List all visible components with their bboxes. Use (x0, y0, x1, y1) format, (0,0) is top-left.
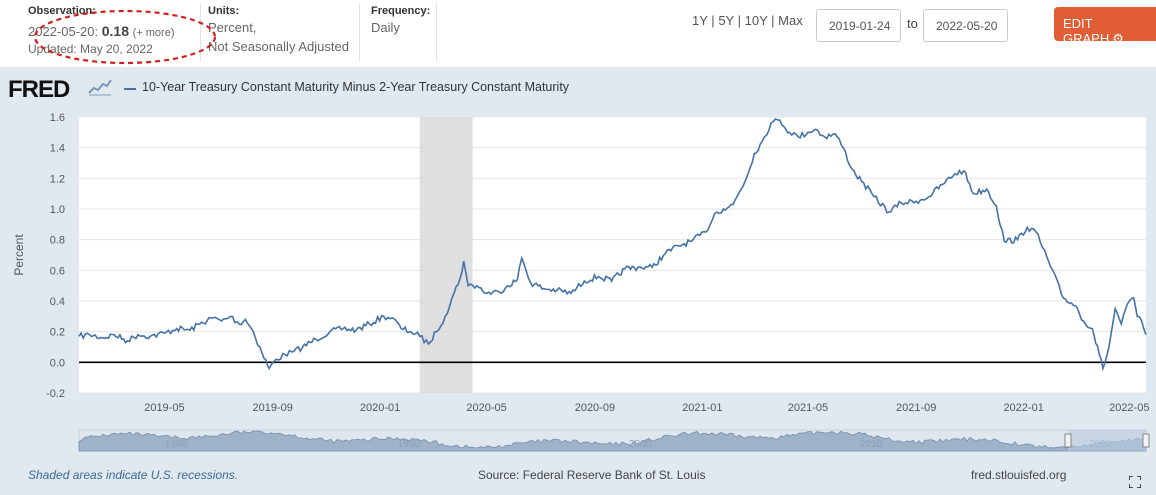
navigator-window (1068, 430, 1146, 451)
y-tick-label: 0.8 (50, 235, 65, 247)
x-tick-label: 2020-05 (466, 402, 506, 414)
navigator-series (78, 430, 1147, 452)
start-date-input[interactable]: 2019-01-24 (816, 9, 901, 42)
divider (200, 4, 201, 62)
x-tick-label: 2020-01 (360, 402, 400, 414)
y-tick-label: 1.2 (50, 173, 65, 185)
x-tick-label: 2019-05 (144, 402, 184, 414)
navigator-label: 2000 (629, 439, 652, 450)
y-tick-label: 1.6 (50, 112, 65, 124)
recession-note: Shaded areas indicate U.S. recessions. (28, 468, 239, 482)
navigator-handle[interactable] (1142, 433, 1150, 448)
observation-more-link[interactable]: (+ more) (132, 27, 175, 39)
fred-logo[interactable]: FRED (8, 76, 70, 103)
units-label: Units: (208, 5, 240, 17)
gear-icon: ⚙ (1112, 31, 1124, 46)
units-value-line2: Not Seasonally Adjusted (208, 39, 349, 54)
y-tick-label: 0.2 (50, 327, 65, 339)
recession-band (419, 117, 473, 393)
observation-block: Observation: 2022-05-20: 0.18 (+ more) U… (28, 5, 175, 56)
range-10y[interactable]: 10Y (744, 13, 768, 28)
fullscreen-icon[interactable] (1129, 476, 1141, 488)
chart-panel: FRED 10-Year Treasury Constant Maturity … (0, 67, 1156, 495)
y-tick-label: 1.0 (50, 204, 65, 216)
updated-date: Updated: May 20, 2022 (28, 42, 153, 56)
line-chart: -0.2 0.0 0.2 0.4 0.6 0.8 1.0 1.2 1.4 1.6 2019-05 2… (12, 112, 1150, 452)
y-tick-label: 0.4 (50, 296, 65, 308)
series-line (78, 118, 1147, 372)
x-tick-label: 2021-05 (788, 402, 828, 414)
site-url[interactable]: fred.stlouisfed.org (971, 468, 1067, 482)
navigator-handle[interactable] (1064, 433, 1072, 448)
range-max[interactable]: Max (778, 13, 803, 28)
observation-value: 0.18 (101, 23, 129, 39)
header-bar: Observation: 2022-05-20: 0.18 (+ more) U… (0, 0, 1156, 67)
frequency-label: Frequency: (371, 5, 431, 17)
x-tick-label: 2022-01 (1003, 402, 1043, 414)
y-axis-title: Percent (12, 234, 26, 276)
units-value-line1: Percent, (208, 20, 257, 35)
divider (359, 4, 360, 62)
units-block: Units: Percent, Not Seasonally Adjusted (208, 5, 349, 55)
x-tick-label: 2021-09 (896, 402, 936, 414)
frequency-block: Frequency: Daily (371, 5, 430, 36)
y-tick-label: 1.4 (50, 143, 65, 155)
y-tick-label: 0.6 (50, 265, 65, 277)
source-text: Source: Federal Reserve Bank of St. Loui… (478, 468, 706, 482)
to-label: to (907, 16, 918, 31)
frequency-value: Daily (371, 20, 400, 35)
legend-swatch (124, 88, 136, 90)
y-tick-label: 0.0 (50, 357, 65, 369)
range-separator: | (737, 13, 741, 28)
chart-trend-icon (88, 78, 112, 96)
navigator-label: 1980 (165, 439, 188, 450)
range-separator: | (711, 13, 715, 28)
range-separator: | (771, 13, 775, 28)
edit-graph-button[interactable]: EDIT GRAPH ⚙ (1054, 7, 1156, 46)
edit-graph-label: EDIT GRAPH (1063, 16, 1110, 46)
legend-series-label: 10-Year Treasury Constant Maturity Minus… (142, 80, 570, 94)
x-tick-label: 2022-05 (1109, 402, 1149, 414)
navigator-label: 2010 (860, 439, 883, 450)
plot-area (79, 117, 1146, 393)
end-date-input[interactable]: 2022-05-20 (923, 9, 1008, 42)
navigator-label: 1990 (398, 439, 421, 450)
range-1y[interactable]: 1Y (692, 13, 708, 28)
x-tick-label: 2019-09 (252, 402, 292, 414)
observation-date: 2022-05-20: (28, 24, 99, 39)
observation-line: 2022-05-20: 0.18 (+ more) (28, 23, 175, 39)
range-5y[interactable]: 5Y (718, 13, 734, 28)
x-tick-label: 2021-01 (682, 402, 722, 414)
divider (436, 4, 437, 62)
observation-label: Observation: (28, 5, 96, 17)
x-tick-label: 2020-09 (575, 402, 615, 414)
range-selector: 1Y | 5Y | 10Y | Max (692, 13, 803, 28)
y-tick-label: -0.2 (46, 388, 65, 400)
